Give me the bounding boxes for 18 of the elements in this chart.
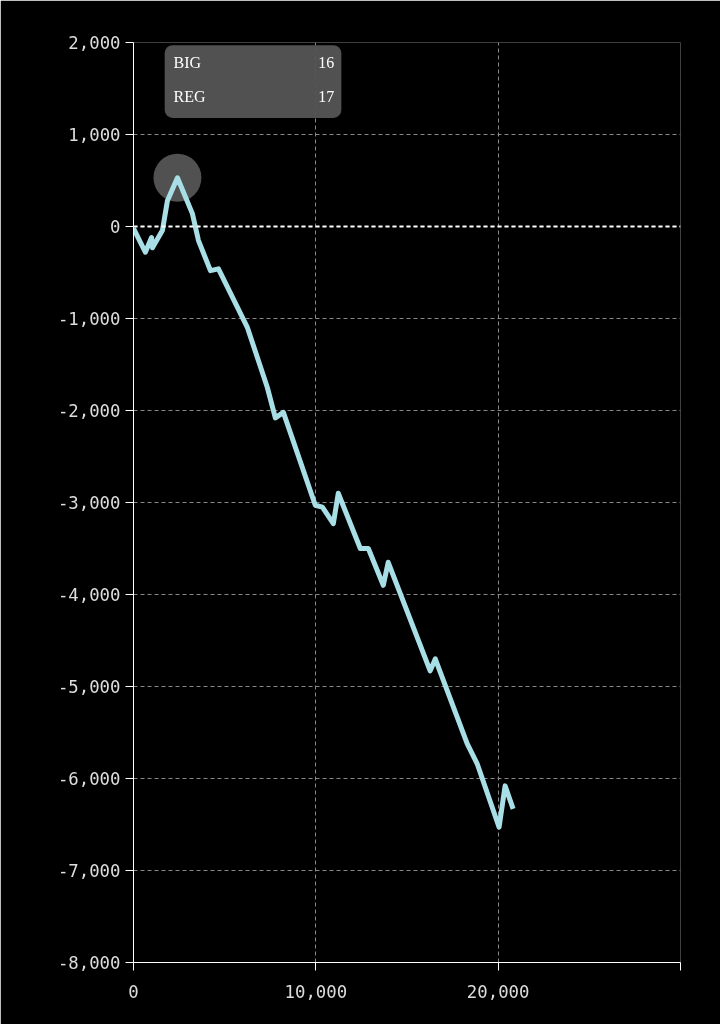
annotation: BIG: [173, 53, 202, 71]
y-tick-label: -3,000: [57, 493, 121, 513]
y-tick-label: 2,000: [68, 33, 121, 53]
x-tick-label: 0: [128, 981, 139, 1002]
y-tick-label: 0: [110, 217, 121, 237]
y-tick-label: 1,000: [68, 125, 121, 145]
y-tick-label: -2,000: [57, 401, 121, 421]
x-tick-label: 20,000: [466, 981, 530, 1002]
y-tick-label: -4,000: [57, 585, 121, 605]
annotation: REG: [173, 87, 206, 105]
y-tick-label: -5,000: [57, 677, 121, 697]
annotation: 16: [318, 53, 335, 71]
y-tick-label: -7,000: [57, 861, 121, 881]
annotation: 17: [318, 87, 335, 105]
y-tick-label: -8,000: [57, 953, 121, 973]
x-tick-label: 10,000: [284, 981, 348, 1002]
y-tick-label: -6,000: [57, 769, 121, 789]
y-tick-label: -1,000: [57, 309, 121, 329]
